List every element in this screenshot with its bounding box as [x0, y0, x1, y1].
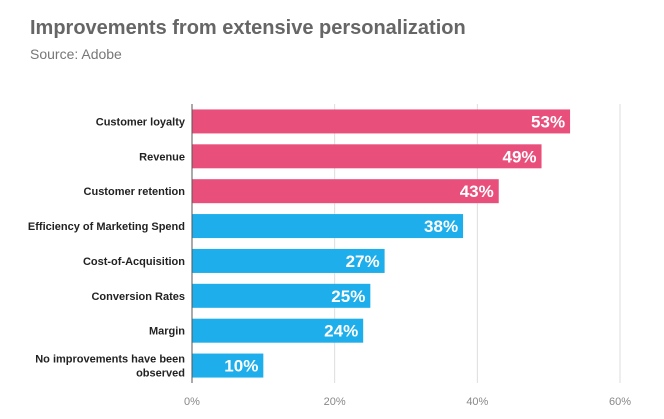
- bar: [192, 214, 464, 239]
- category-label: Customer loyalty: [96, 116, 186, 128]
- category-label: Conversion Rates: [91, 291, 185, 303]
- chart-title: Improvements from extensive personalizat…: [30, 17, 466, 39]
- data-label: 27%: [346, 252, 380, 271]
- category-label: Customer retention: [84, 186, 186, 198]
- category-label: Efficiency of Marketing Spend: [28, 221, 185, 233]
- data-label: 38%: [424, 217, 458, 236]
- bar: [192, 144, 542, 169]
- x-tick-label: 60%: [609, 396, 631, 408]
- data-label: 24%: [324, 322, 358, 341]
- bar: [192, 283, 371, 308]
- category-label: Revenue: [139, 151, 185, 163]
- bar: [192, 179, 499, 204]
- data-label: 25%: [331, 287, 365, 306]
- x-tick-label: 40%: [466, 396, 488, 408]
- category-label: Margin: [149, 326, 185, 338]
- chart-subtitle: Source: Adobe: [30, 46, 122, 62]
- bar: [192, 109, 571, 134]
- data-label: 43%: [460, 182, 494, 201]
- data-label: 10%: [224, 357, 258, 376]
- x-tick-label: 20%: [324, 396, 346, 408]
- data-label: 49%: [503, 147, 537, 166]
- category-label: No improvements have been observed: [35, 354, 185, 380]
- data-label: 53%: [531, 112, 565, 131]
- bar: [192, 353, 264, 378]
- x-tick-label: 0%: [184, 396, 200, 408]
- category-label: Cost-of-Acquisition: [83, 256, 185, 268]
- bar: [192, 318, 364, 343]
- bar: [192, 248, 385, 273]
